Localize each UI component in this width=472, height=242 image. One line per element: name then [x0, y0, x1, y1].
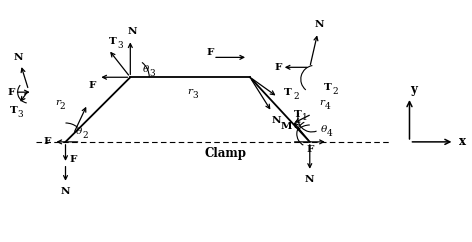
Text: x: x — [459, 135, 466, 148]
Text: F: F — [306, 145, 313, 154]
Text: 2: 2 — [83, 131, 88, 140]
Text: 3: 3 — [192, 91, 198, 100]
Text: r: r — [319, 98, 324, 107]
Text: T: T — [284, 88, 292, 97]
Text: N: N — [305, 175, 314, 184]
Text: F: F — [89, 81, 96, 90]
Text: 3: 3 — [118, 41, 123, 50]
Text: 1: 1 — [302, 113, 308, 121]
Text: T: T — [294, 110, 302, 119]
Text: N: N — [61, 187, 70, 196]
Text: 3: 3 — [18, 110, 24, 119]
Text: F: F — [44, 137, 51, 146]
Text: 2: 2 — [293, 92, 299, 101]
Text: 3: 3 — [150, 69, 155, 78]
Text: 4: 4 — [325, 102, 330, 111]
Text: T: T — [10, 106, 17, 114]
Text: T: T — [324, 83, 332, 92]
Text: θ: θ — [320, 125, 327, 135]
Text: θ: θ — [143, 65, 150, 74]
Text: M: M — [280, 122, 292, 131]
Text: N: N — [127, 27, 137, 36]
Text: F: F — [70, 155, 77, 164]
Text: N: N — [271, 115, 281, 124]
Text: F: F — [7, 88, 14, 97]
Text: N: N — [14, 53, 24, 62]
Text: N: N — [315, 20, 325, 29]
Text: 2: 2 — [333, 87, 338, 96]
Text: θ: θ — [76, 128, 83, 136]
Text: r: r — [55, 98, 60, 107]
Text: 4: 4 — [327, 129, 333, 138]
Text: r: r — [188, 87, 193, 96]
Text: Clamp: Clamp — [204, 147, 246, 160]
Text: T: T — [109, 37, 116, 46]
Text: 2: 2 — [59, 102, 65, 111]
Text: F: F — [206, 48, 214, 57]
Text: F: F — [274, 63, 282, 72]
Text: y: y — [410, 83, 417, 96]
